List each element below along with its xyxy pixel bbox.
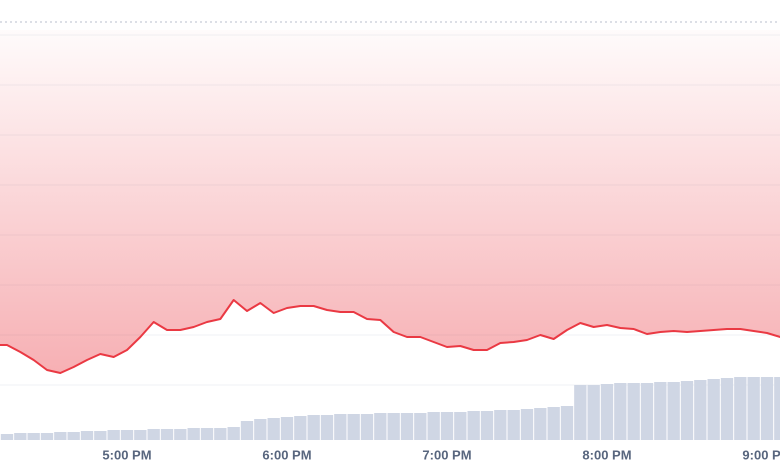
x-tick-label: 8:00 PM [582, 447, 631, 462]
volume-bar [320, 415, 334, 440]
volume-bar [387, 413, 400, 440]
volume-bar [280, 417, 294, 440]
volume-bar [627, 383, 640, 440]
volume-bar [600, 384, 614, 440]
volume-bar [240, 421, 254, 440]
volume-bar [574, 385, 587, 440]
area-fill [0, 30, 780, 373]
volume-bar [614, 383, 627, 440]
volume-bar [40, 433, 54, 440]
volume-bar [560, 406, 574, 440]
volume-bar [27, 433, 40, 440]
volume-bar [680, 381, 694, 440]
volume-bar [307, 415, 320, 440]
plot [0, 30, 780, 440]
volume-bar [67, 432, 80, 440]
volume-bar [760, 377, 774, 440]
volume-bar [507, 410, 520, 440]
x-tick-label: 7:00 PM [422, 447, 471, 462]
volume-bar [520, 409, 534, 440]
volume-bar [214, 428, 227, 440]
volume-bar [454, 412, 467, 440]
volume-bar [547, 407, 560, 440]
volume-bar [654, 382, 667, 440]
volume-bar [694, 380, 707, 440]
volume-bar [227, 427, 240, 440]
x-tick-label: 6:00 PM [262, 447, 311, 462]
volume-bar [120, 430, 134, 440]
volume-bar [494, 410, 507, 440]
volume-bar [187, 428, 200, 440]
volume-bar [360, 414, 374, 440]
volume-bar [94, 431, 107, 440]
volume-bar [720, 378, 734, 440]
volume-bar [400, 413, 414, 440]
volume-bar [467, 411, 480, 440]
volume-bar [134, 430, 147, 440]
volume-bar [80, 431, 94, 440]
volume-bar [294, 416, 307, 440]
volume-bar [587, 385, 600, 440]
volume-bar [267, 418, 280, 440]
x-tick-label: 9:00 PM [742, 447, 780, 462]
volume-bar [534, 408, 547, 440]
volume-bar [774, 377, 780, 440]
volume-bar [427, 412, 440, 440]
volume-bar [480, 411, 494, 440]
volume-bar [14, 433, 27, 440]
volume-bar [200, 428, 214, 440]
volume-bar [0, 434, 14, 440]
volume-bar [707, 379, 720, 440]
volume-bar [440, 412, 454, 440]
volume-bar [734, 377, 747, 440]
volume-bar [334, 414, 347, 440]
volume-bar [747, 377, 760, 440]
x-tick-label: 5:00 PM [102, 447, 151, 462]
volume-bar [107, 430, 120, 440]
price-line [0, 299, 780, 374]
volume-bar [147, 429, 160, 440]
volume-bar [640, 383, 654, 440]
volume-bar [160, 429, 174, 440]
volume-bar [254, 419, 267, 440]
volume-bar [347, 414, 360, 440]
volume-bar [174, 429, 187, 440]
volume-bar [667, 382, 680, 440]
volume-bar [374, 413, 387, 440]
volume-bar [54, 432, 67, 440]
volume-bar [414, 413, 427, 440]
